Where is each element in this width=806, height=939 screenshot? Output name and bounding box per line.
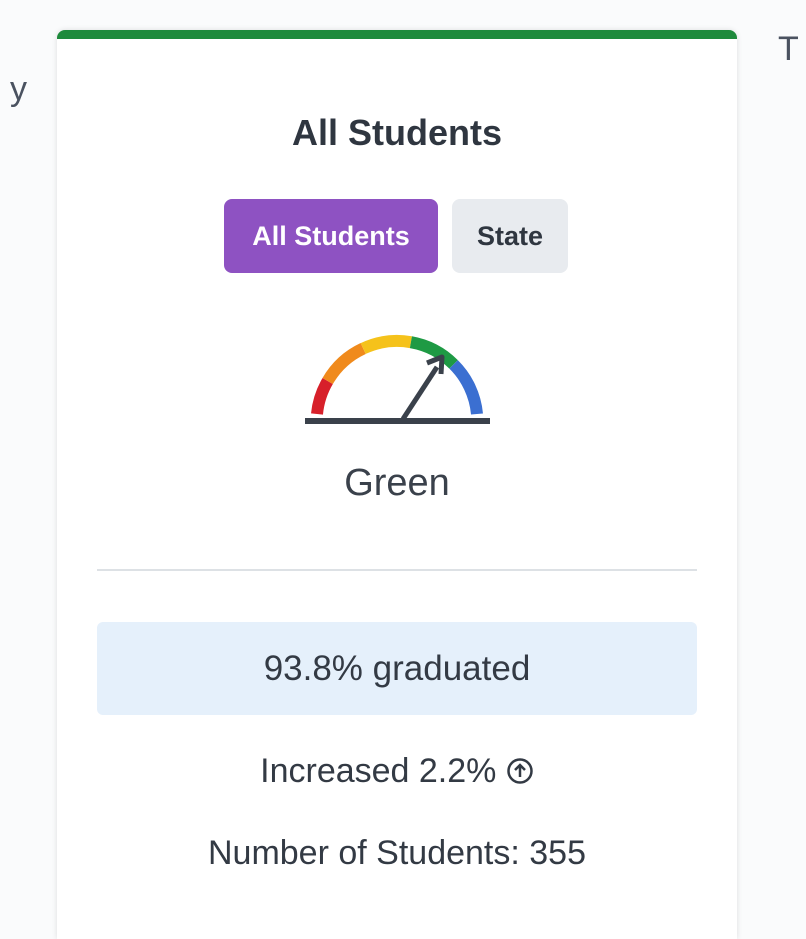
rate-text: 93.8% graduated <box>263 648 531 688</box>
up-icon <box>507 758 533 784</box>
card: All Students All Students State Green 93… <box>57 30 737 939</box>
tabs: All Students State <box>224 199 568 273</box>
gauge-label: Green <box>344 462 450 504</box>
edge-text: T <box>778 30 799 68</box>
edge-text: y <box>10 70 27 108</box>
tab[interactable]: State <box>452 199 568 273</box>
tab[interactable]: All Students <box>224 199 438 273</box>
change-line: Increased 2.2% <box>57 752 737 791</box>
count-text: Number of Students: 355 <box>207 834 586 872</box>
card-title: All Students <box>291 112 502 153</box>
change-text: Increased 2.2% <box>260 752 497 790</box>
divider <box>97 569 697 571</box>
gauge-icon <box>305 334 490 424</box>
rate-box: 93.8% graduated <box>97 622 697 715</box>
page: y T All Students All Students State Gree… <box>10 30 799 872</box>
